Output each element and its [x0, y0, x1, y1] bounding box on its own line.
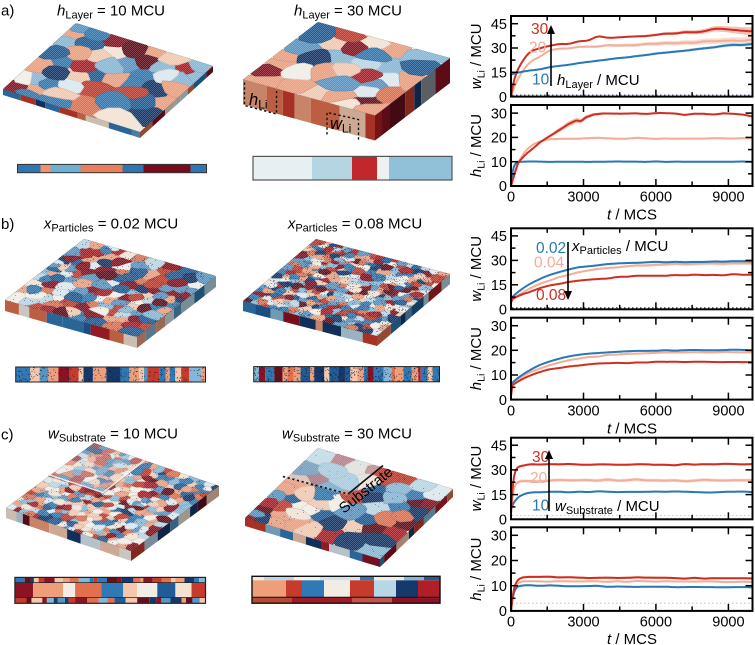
svg-text:wLi / MCU: wLi / MCU — [468, 236, 488, 302]
svg-text:0: 0 — [499, 303, 507, 319]
svg-text:30: 30 — [491, 463, 507, 479]
svg-text:15: 15 — [491, 488, 507, 504]
svg-text:0: 0 — [507, 190, 515, 206]
svg-text:6000: 6000 — [640, 615, 672, 631]
svg-text:t / MCS: t / MCS — [607, 631, 657, 645]
svg-text:wLi / MCU: wLi / MCU — [468, 446, 488, 512]
svg-text:c): c) — [1, 427, 14, 444]
svg-text:wSubstrate / MCU: wSubstrate / MCU — [555, 498, 660, 517]
svg-text:15: 15 — [491, 66, 507, 82]
svg-text:30: 30 — [491, 319, 507, 335]
svg-text:0: 0 — [499, 513, 507, 529]
svg-text:hLayer = 10 MCU: hLayer = 10 MCU — [57, 3, 165, 22]
svg-text:10: 10 — [491, 368, 507, 384]
svg-text:45: 45 — [491, 17, 507, 33]
svg-text:0.08: 0.08 — [536, 287, 566, 304]
svg-text:9000: 9000 — [712, 404, 744, 420]
svg-text:9000: 9000 — [712, 615, 744, 631]
svg-text:3000: 3000 — [567, 404, 599, 420]
svg-text:wLi / MCU: wLi / MCU — [468, 23, 488, 89]
svg-text:0: 0 — [499, 393, 507, 409]
svg-text:wSubstrate = 10 MCU: wSubstrate = 10 MCU — [48, 426, 178, 445]
svg-text:10: 10 — [532, 72, 550, 89]
svg-text:hLi / MCU: hLi / MCU — [468, 327, 488, 390]
svg-text:0.04: 0.04 — [534, 255, 565, 272]
svg-text:20: 20 — [491, 554, 507, 570]
svg-text:9000: 9000 — [712, 190, 744, 206]
svg-text:hLi / MCU: hLi / MCU — [468, 114, 488, 177]
svg-text:20: 20 — [529, 40, 547, 57]
svg-text:20: 20 — [530, 470, 548, 487]
svg-text:45: 45 — [491, 229, 507, 245]
svg-text:10: 10 — [491, 579, 507, 595]
svg-text:6000: 6000 — [640, 190, 672, 206]
svg-text:30: 30 — [532, 449, 550, 466]
svg-text:xParticles / MCU: xParticles / MCU — [571, 238, 668, 257]
svg-text:0: 0 — [499, 90, 507, 106]
svg-text:30: 30 — [491, 106, 507, 122]
svg-text:0: 0 — [507, 404, 515, 420]
svg-text:30: 30 — [491, 529, 507, 545]
svg-text:15: 15 — [491, 278, 507, 294]
svg-text:0: 0 — [499, 179, 507, 195]
svg-text:30: 30 — [531, 21, 549, 38]
svg-text:0.02: 0.02 — [536, 240, 566, 257]
svg-text:20: 20 — [491, 344, 507, 360]
svg-text:20: 20 — [491, 131, 507, 147]
svg-text:30: 30 — [491, 41, 507, 57]
svg-text:10: 10 — [532, 498, 550, 515]
svg-text:hLi: hLi — [249, 91, 268, 111]
svg-text:6000: 6000 — [640, 404, 672, 420]
svg-text:hLayer = 30 MCU: hLayer = 30 MCU — [294, 3, 402, 22]
svg-text:3000: 3000 — [567, 190, 599, 206]
svg-text:hLayer / MCU: hLayer / MCU — [557, 72, 640, 91]
svg-text:t / MCS: t / MCS — [607, 207, 657, 224]
svg-text:t / MCS: t / MCS — [607, 421, 657, 438]
svg-text:hLi / MCU: hLi / MCU — [468, 537, 488, 600]
svg-text:3000: 3000 — [567, 615, 599, 631]
svg-text:0: 0 — [507, 615, 515, 631]
svg-text:30: 30 — [491, 254, 507, 270]
svg-text:wSubstrate = 30 MCU: wSubstrate = 30 MCU — [282, 426, 412, 445]
svg-text:45: 45 — [491, 438, 507, 454]
svg-text:b): b) — [1, 216, 14, 233]
svg-text:xParticles = 0.08 MCU: xParticles = 0.08 MCU — [287, 216, 422, 235]
svg-text:wLi: wLi — [330, 115, 351, 135]
svg-text:0: 0 — [499, 604, 507, 620]
svg-text:10: 10 — [491, 155, 507, 171]
svg-text:a): a) — [1, 3, 14, 20]
svg-text:xParticles = 0.02 MCU: xParticles = 0.02 MCU — [43, 216, 178, 235]
